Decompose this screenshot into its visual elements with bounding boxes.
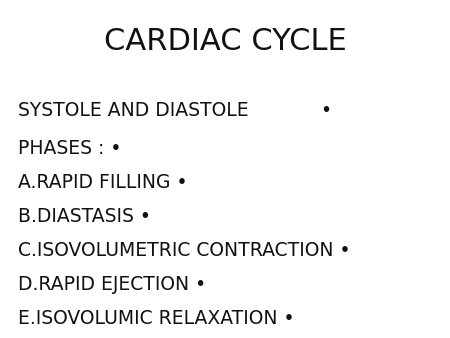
Text: PHASES : •: PHASES : •	[18, 139, 122, 158]
Text: E.ISOVOLUMIC RELAXATION •: E.ISOVOLUMIC RELAXATION •	[18, 309, 295, 328]
Text: CARDIAC CYCLE: CARDIAC CYCLE	[104, 27, 346, 56]
Text: D.RAPID EJECTION •: D.RAPID EJECTION •	[18, 274, 206, 293]
Text: B.DIASTASIS •: B.DIASTASIS •	[18, 207, 151, 225]
Text: •: •	[320, 100, 331, 120]
Text: SYSTOLE AND DIASTOLE: SYSTOLE AND DIASTOLE	[18, 100, 248, 120]
Text: C.ISOVOLUMETRIC CONTRACTION •: C.ISOVOLUMETRIC CONTRACTION •	[18, 241, 351, 260]
Text: A.RAPID FILLING •: A.RAPID FILLING •	[18, 172, 188, 192]
